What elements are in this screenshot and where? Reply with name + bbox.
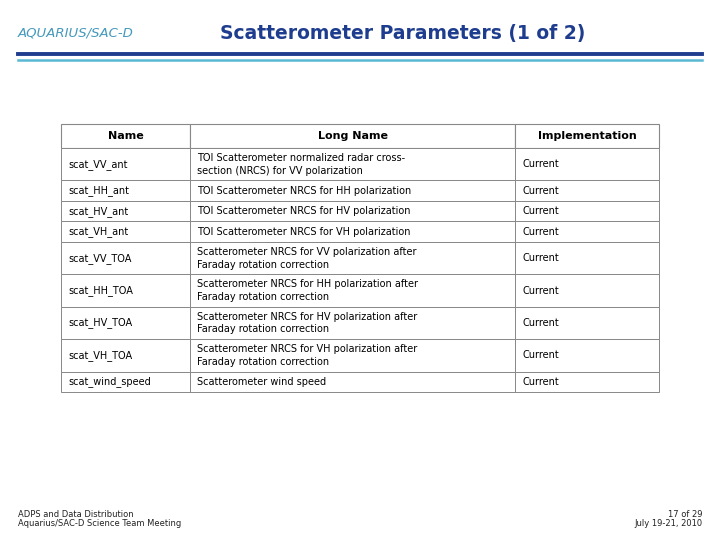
Bar (61, 242, 189, 274)
Bar (516, 274, 659, 307)
Text: scat_VH_TOA: scat_VH_TOA (68, 350, 132, 361)
Bar (516, 124, 659, 148)
Text: TOI Scatterometer NRCS for VH polarization: TOI Scatterometer NRCS for VH polarizati… (197, 227, 410, 237)
Text: Aquarius/SAC-D Science Team Meeting: Aquarius/SAC-D Science Team Meeting (18, 519, 181, 528)
Bar (61, 339, 189, 372)
Text: Current: Current (523, 227, 559, 237)
Text: July 19-21, 2010: July 19-21, 2010 (634, 519, 702, 528)
Bar (189, 201, 516, 221)
Bar (516, 221, 659, 242)
Text: TOI Scatterometer NRCS for HH polarization: TOI Scatterometer NRCS for HH polarizati… (197, 186, 411, 195)
Bar (61, 201, 189, 221)
Bar (61, 148, 189, 180)
Bar (516, 339, 659, 372)
Text: scat_HH_TOA: scat_HH_TOA (68, 285, 133, 296)
Text: Name: Name (107, 131, 143, 141)
Text: Current: Current (523, 318, 559, 328)
Text: ADPS and Data Distribution: ADPS and Data Distribution (18, 510, 134, 518)
Bar (189, 221, 516, 242)
Bar (189, 242, 516, 274)
Text: Current: Current (523, 186, 559, 195)
Text: Scatterometer Parameters (1 of 2): Scatterometer Parameters (1 of 2) (220, 24, 585, 43)
Text: scat_wind_speed: scat_wind_speed (68, 376, 151, 387)
Bar (61, 372, 189, 392)
Text: Long Name: Long Name (318, 131, 387, 141)
Bar (516, 307, 659, 339)
Text: scat_HH_ant: scat_HH_ant (68, 185, 130, 196)
Bar (61, 307, 189, 339)
Text: AQUARIUS/SAC-D: AQUARIUS/SAC-D (18, 27, 134, 40)
Bar (189, 148, 516, 180)
Text: TOI Scatterometer normalized radar cross-
section (NRCS) for VV polarization: TOI Scatterometer normalized radar cross… (197, 153, 405, 176)
Bar (189, 307, 516, 339)
Bar (61, 124, 189, 148)
Bar (189, 274, 516, 307)
Text: Current: Current (523, 253, 559, 263)
Text: Current: Current (523, 350, 559, 360)
Text: Current: Current (523, 377, 559, 387)
Text: Scatterometer NRCS for HV polarization after
Faraday rotation correction: Scatterometer NRCS for HV polarization a… (197, 312, 417, 334)
Text: scat_HV_TOA: scat_HV_TOA (68, 318, 132, 328)
Text: Scatterometer wind speed: Scatterometer wind speed (197, 377, 326, 387)
Bar (189, 124, 516, 148)
Bar (61, 180, 189, 201)
Bar (61, 221, 189, 242)
Bar (516, 148, 659, 180)
Text: Scatterometer NRCS for VH polarization after
Faraday rotation correction: Scatterometer NRCS for VH polarization a… (197, 344, 417, 367)
Text: scat_HV_ant: scat_HV_ant (68, 206, 129, 217)
Text: Scatterometer NRCS for VV polarization after
Faraday rotation correction: Scatterometer NRCS for VV polarization a… (197, 247, 416, 269)
Bar (516, 372, 659, 392)
Bar (189, 372, 516, 392)
Text: TOI Scatterometer NRCS for HV polarization: TOI Scatterometer NRCS for HV polarizati… (197, 206, 410, 216)
Text: Current: Current (523, 206, 559, 216)
Text: scat_VV_TOA: scat_VV_TOA (68, 253, 132, 264)
Bar (516, 242, 659, 274)
Text: scat_VV_ant: scat_VV_ant (68, 159, 128, 170)
Bar (516, 201, 659, 221)
Bar (189, 339, 516, 372)
Bar (61, 274, 189, 307)
Text: Current: Current (523, 286, 559, 295)
Text: Scatterometer NRCS for HH polarization after
Faraday rotation correction: Scatterometer NRCS for HH polarization a… (197, 279, 418, 302)
Text: 17 of 29: 17 of 29 (667, 510, 702, 518)
Bar (189, 180, 516, 201)
Text: scat_VH_ant: scat_VH_ant (68, 226, 129, 237)
Bar (516, 180, 659, 201)
Text: Implementation: Implementation (538, 131, 636, 141)
Text: Current: Current (523, 159, 559, 169)
